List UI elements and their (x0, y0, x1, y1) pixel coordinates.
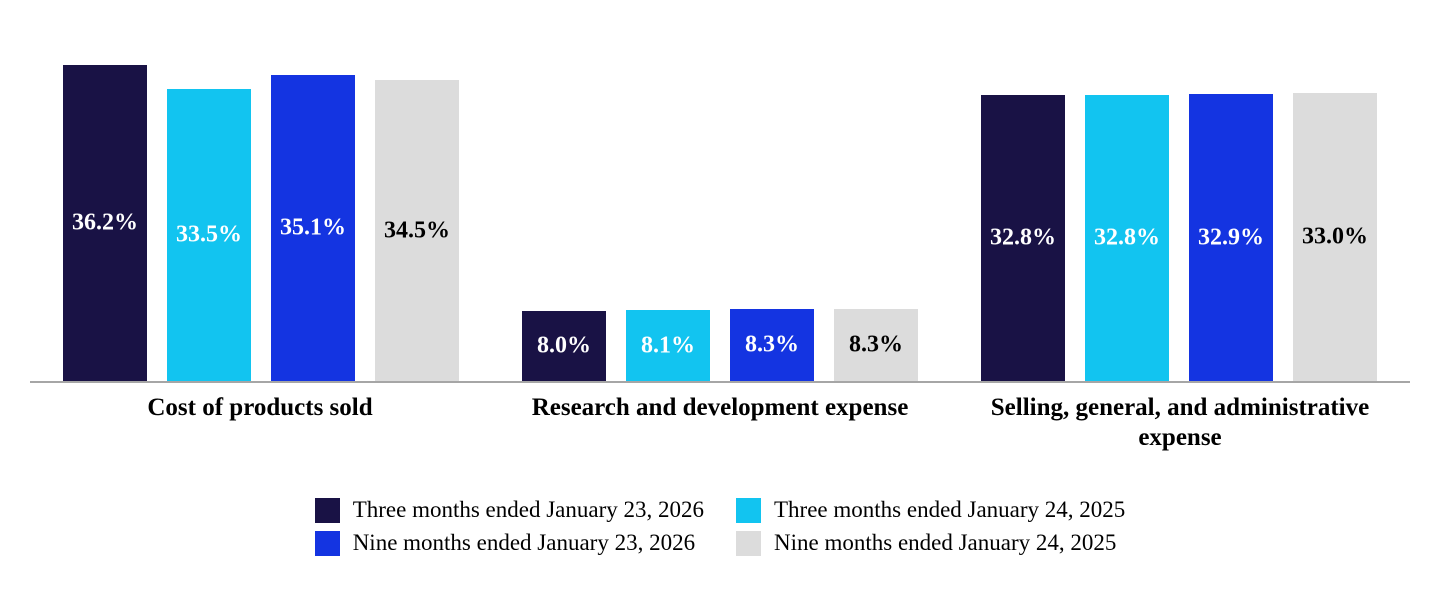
bar: 32.9% (1189, 94, 1273, 381)
bar-value-label: 8.1% (641, 332, 695, 358)
legend-item-nine-months-2025: Nine months ended January 24, 2025 (736, 530, 1125, 556)
bar-group: 32.8% 32.8% 32.9% 33.0% (981, 93, 1377, 381)
expense-percentage-bar-chart: 36.2% 33.5% 35.1% 34.5% 8.0% 8.1% 8.3% 8.3% 32.8… (30, 65, 1410, 556)
bar: 8.3% (730, 309, 814, 381)
legend-item-nine-months-2026: Nine months ended January 23, 2026 (314, 530, 704, 556)
legend-swatch (736, 497, 761, 523)
x-axis-line (30, 381, 1410, 383)
bar: 8.3% (834, 309, 918, 381)
bar-value-label: 32.8% (1094, 224, 1160, 251)
bar: 36.2% (63, 65, 147, 381)
category-axis-labels: Cost of products sold Research and devel… (30, 393, 1410, 455)
bar: 35.1% (271, 75, 355, 381)
legend-item-three-months-2026: Three months ended January 23, 2026 (314, 497, 704, 523)
bar: 32.8% (981, 95, 1065, 381)
bar: 34.5% (375, 80, 459, 381)
legend-label: Three months ended January 24, 2025 (774, 497, 1126, 522)
bar-value-label: 35.1% (280, 214, 346, 241)
bar-value-label: 33.5% (176, 221, 242, 248)
legend-swatch (314, 530, 340, 556)
bar-group: 8.0% 8.1% 8.3% 8.3% (522, 309, 918, 381)
legend-swatch (736, 530, 761, 556)
category-label-cost-of-products-sold: Cost of products sold (147, 394, 373, 421)
bar-value-label: 36.2% (72, 209, 138, 236)
legend: Three months ended January 23, 2026 Thre… (314, 497, 1125, 556)
plot-area: 36.2% 33.5% 35.1% 34.5% 8.0% 8.1% 8.3% 8.3% 32.8… (30, 65, 1410, 381)
category-label-selling-general-administrative: Selling, general, and administrative exp… (990, 394, 1370, 451)
bar: 8.1% (626, 310, 710, 381)
bar: 32.8% (1085, 95, 1169, 381)
bar: 8.0% (522, 311, 606, 381)
legend-swatch (314, 497, 340, 523)
bar-value-label: 32.8% (990, 224, 1056, 251)
bar-group: 36.2% 33.5% 35.1% 34.5% (63, 65, 459, 381)
bar-value-label: 32.9% (1198, 224, 1264, 250)
legend-item-three-months-2025: Three months ended January 24, 2025 (736, 497, 1125, 523)
bar: 33.0% (1293, 93, 1377, 381)
legend-label: Nine months ended January 23, 2026 (352, 530, 696, 555)
legend-label: Three months ended January 23, 2026 (352, 497, 704, 522)
bar-value-label: 34.5% (384, 217, 450, 243)
bar-value-label: 8.3% (849, 331, 903, 358)
bar-value-label: 8.3% (745, 331, 799, 358)
category-label-research-and-development: Research and development expense (531, 394, 909, 421)
legend-label: Nine months ended January 24, 2025 (774, 530, 1117, 555)
bar-value-label: 33.0% (1302, 223, 1368, 250)
bar: 33.5% (167, 89, 251, 381)
bar-value-label: 8.0% (537, 332, 591, 359)
